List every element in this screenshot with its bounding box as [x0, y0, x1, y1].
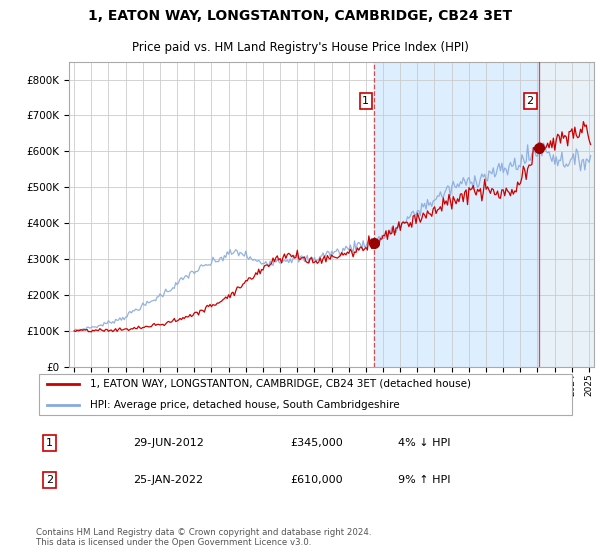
Text: £345,000: £345,000 [290, 438, 343, 448]
Text: 1: 1 [362, 96, 370, 106]
Text: 2: 2 [46, 475, 53, 485]
Text: 4% ↓ HPI: 4% ↓ HPI [398, 438, 450, 448]
Text: 9% ↑ HPI: 9% ↑ HPI [398, 475, 450, 485]
FancyBboxPatch shape [39, 374, 572, 415]
Text: 29-JUN-2012: 29-JUN-2012 [133, 438, 204, 448]
Text: 1, EATON WAY, LONGSTANTON, CAMBRIDGE, CB24 3ET: 1, EATON WAY, LONGSTANTON, CAMBRIDGE, CB… [88, 10, 512, 24]
Text: 2: 2 [527, 96, 534, 106]
Text: Price paid vs. HM Land Registry's House Price Index (HPI): Price paid vs. HM Land Registry's House … [131, 40, 469, 54]
Text: 1, EATON WAY, LONGSTANTON, CAMBRIDGE, CB24 3ET (detached house): 1, EATON WAY, LONGSTANTON, CAMBRIDGE, CB… [90, 379, 471, 389]
Text: 1: 1 [46, 438, 53, 448]
Bar [374, 62, 600, 367]
Text: £610,000: £610,000 [290, 475, 343, 485]
Text: Contains HM Land Registry data © Crown copyright and database right 2024.
This d: Contains HM Land Registry data © Crown c… [36, 528, 371, 547]
Bar [374, 62, 539, 367]
Text: 25-JAN-2022: 25-JAN-2022 [133, 475, 203, 485]
Text: HPI: Average price, detached house, South Cambridgeshire: HPI: Average price, detached house, Sout… [90, 400, 400, 410]
